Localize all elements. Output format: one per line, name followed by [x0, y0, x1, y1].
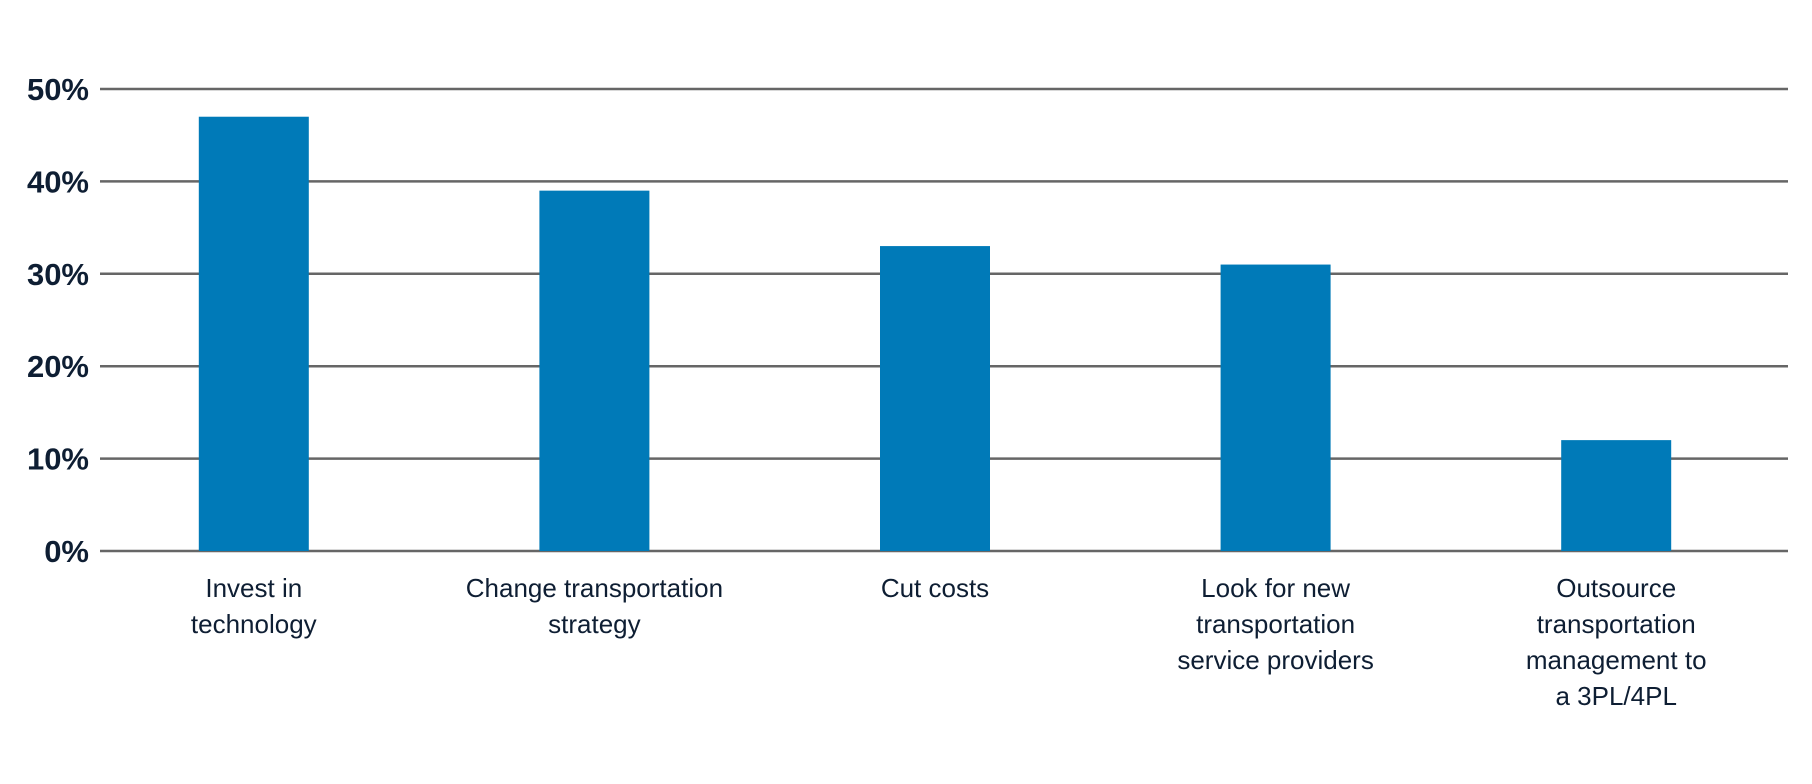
x-tick-label-line: strategy	[548, 609, 641, 639]
x-tick-label-line: Look for new	[1201, 573, 1350, 603]
x-tick-label-line: Cut costs	[881, 573, 989, 603]
x-tick-label-line: Invest in	[205, 573, 302, 603]
x-tick-label: Invest in technology	[191, 573, 317, 639]
x-tick-label: Change transportation strategy	[466, 573, 723, 639]
y-axis-ticks: 0% 10% 20% 30% 40% 50%	[27, 72, 89, 569]
x-tick-label-line: service providers	[1177, 645, 1374, 675]
y-tick-label: 0%	[44, 534, 89, 569]
x-tick-label-line: technology	[191, 609, 317, 639]
x-tick-label-line: a 3PL/4PL	[1555, 681, 1676, 711]
x-axis-labels: Invest in technology Change transportation…	[191, 573, 1707, 711]
y-tick-label: 40%	[27, 164, 89, 199]
y-tick-label: 50%	[27, 72, 89, 107]
x-tick-label: Look for new transportation service provid…	[1177, 573, 1374, 675]
x-tick-label-line: management to	[1526, 645, 1707, 675]
x-tick-label-line: transportation	[1196, 609, 1355, 639]
bar	[198, 116, 309, 551]
bar	[1220, 264, 1331, 551]
bars	[198, 116, 1672, 551]
x-tick-label-line: Outsource	[1556, 573, 1676, 603]
x-tick-label: Cut costs	[881, 573, 989, 603]
y-tick-label: 20%	[27, 349, 89, 384]
bar	[1561, 440, 1672, 551]
x-tick-label-line: transportation	[1537, 609, 1696, 639]
y-tick-label: 10%	[27, 442, 89, 477]
bar	[539, 190, 650, 551]
x-tick-label-line: Change transportation	[466, 573, 723, 603]
bar	[880, 246, 990, 551]
x-tick-label: Outsource transportation management to a 3P…	[1526, 573, 1707, 711]
y-tick-label: 30%	[27, 257, 89, 292]
